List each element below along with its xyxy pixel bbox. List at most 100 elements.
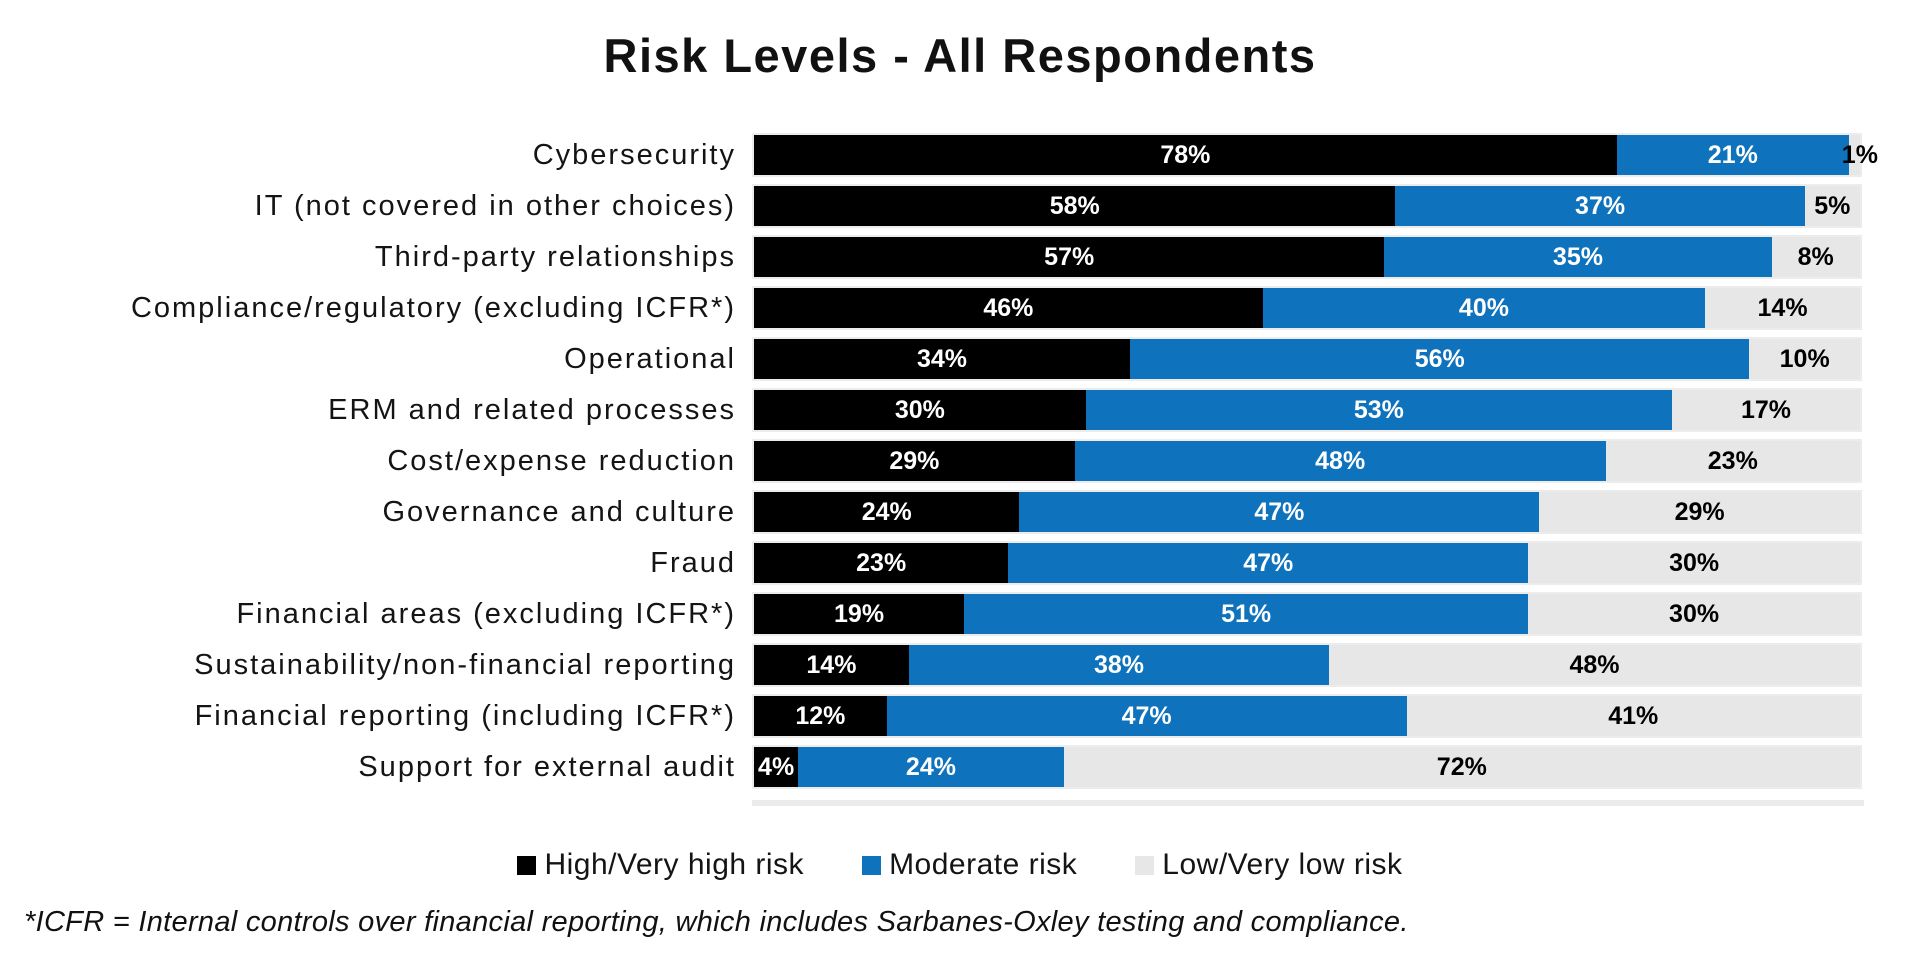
value-label: 1% xyxy=(1841,140,1878,169)
bar-row: IT (not covered in other choices) 58% 37% 5… xyxy=(0,184,1920,228)
bar-segment-high-very-high-risk: 4% xyxy=(754,747,799,787)
value-label: 19% xyxy=(834,599,885,628)
value-label: 41% xyxy=(1608,701,1659,730)
bar-segment-moderate-risk: 47% xyxy=(886,696,1407,736)
value-label: 24% xyxy=(905,752,956,781)
bar-segment-high-very-high-risk: 34% xyxy=(754,339,1131,379)
value-label: 30% xyxy=(1669,548,1720,577)
category-label: Fraud xyxy=(650,546,736,579)
value-label: 47% xyxy=(1243,548,1294,577)
bar-track: 14% 38% 48% xyxy=(752,643,1862,687)
bar-row: Financial reporting (including ICFR*) 12%… xyxy=(0,694,1920,738)
bar-row: Operational 34% 56% 10% xyxy=(0,337,1920,381)
bar-segment-high-very-high-risk: 19% xyxy=(754,594,965,634)
value-label: 5% xyxy=(1814,191,1851,220)
category-label: Cybersecurity xyxy=(532,138,736,171)
bar-track: 34% 56% 10% xyxy=(752,337,1862,381)
category-label: Third-party relationships xyxy=(374,240,736,273)
legend-label-moderate-risk: Moderate risk xyxy=(889,848,1078,881)
bar-track: 23% 47% 30% xyxy=(752,541,1862,585)
legend-item-moderate-risk: Moderate risk xyxy=(862,848,1077,882)
value-label: 47% xyxy=(1121,701,1172,730)
bar-rows: Cybersecurity 78% 21% 1% IT (not covered in … xyxy=(0,133,1920,796)
legend-item-high-risk: High/Very high risk xyxy=(517,848,804,882)
value-label: 14% xyxy=(1757,293,1808,322)
bar-row: Cost/expense reduction 29% 48% 23% xyxy=(0,439,1920,483)
bar-row: Governance and culture 24% 47% 29% xyxy=(0,490,1920,534)
bar-row: Third-party relationships 57% 35% 8% xyxy=(0,235,1920,279)
bar-segment-moderate-risk: 38% xyxy=(908,645,1330,685)
value-label: 14% xyxy=(806,650,857,679)
bar-segment-moderate-risk: 47% xyxy=(1008,543,1529,583)
value-label: 24% xyxy=(861,497,912,526)
legend-swatch-high-risk-icon xyxy=(517,855,537,875)
value-label: 37% xyxy=(1575,191,1626,220)
value-label: 48% xyxy=(1315,446,1366,475)
bar-segment-moderate-risk: 51% xyxy=(964,594,1529,634)
value-label: 30% xyxy=(1669,599,1720,628)
bar-row: Financial areas (excluding ICFR*) 19% 51% 3… xyxy=(0,592,1920,636)
legend-swatch-moderate-risk-icon xyxy=(862,855,882,875)
bar-segment-low-very-low-risk: 14% xyxy=(1705,288,1860,328)
category-label: ERM and related processes xyxy=(328,393,736,426)
bar-track: 30% 53% 17% xyxy=(752,388,1862,432)
bar-row: Support for external audit 4% 24% 72% xyxy=(0,745,1920,789)
value-label: 34% xyxy=(916,344,968,373)
value-label: 72% xyxy=(1436,752,1487,781)
bar-track: 58% 37% 5% xyxy=(752,184,1862,228)
bar-segment-high-very-high-risk: 29% xyxy=(754,441,1075,481)
bar-segment-high-very-high-risk: 23% xyxy=(754,543,1009,583)
legend-item-low-risk: Low/Very low risk xyxy=(1135,848,1402,882)
legend-label-high-risk: High/Very high risk xyxy=(544,848,805,881)
bar-segment-high-very-high-risk: 57% xyxy=(754,237,1385,277)
category-label: Cost/expense reduction xyxy=(387,444,736,477)
bar-segment-low-very-low-risk: 41% xyxy=(1406,696,1860,736)
bar-row: Fraud 23% 47% 30% xyxy=(0,541,1920,585)
bar-segment-high-very-high-risk: 78% xyxy=(754,135,1617,175)
category-label: Governance and culture xyxy=(382,495,736,528)
bar-segment-moderate-risk: 40% xyxy=(1262,288,1706,328)
bar-row: Sustainability/non-financial reporting 14… xyxy=(0,643,1920,687)
value-label: 12% xyxy=(795,701,846,730)
bar-segment-low-very-low-risk: 72% xyxy=(1063,747,1860,787)
bar-segment-low-very-low-risk: 29% xyxy=(1539,492,1860,532)
value-label: 23% xyxy=(1707,446,1758,475)
bar-segment-low-very-low-risk: 23% xyxy=(1605,441,1860,481)
bar-segment-moderate-risk: 47% xyxy=(1019,492,1540,532)
axis-baseline xyxy=(752,800,1864,806)
category-label: Financial reporting (including ICFR*) xyxy=(194,699,736,732)
bar-segment-high-very-high-risk: 46% xyxy=(754,288,1263,328)
bar-segment-moderate-risk: 48% xyxy=(1074,441,1606,481)
value-label: 38% xyxy=(1093,650,1144,679)
category-label: Operational xyxy=(564,342,736,375)
value-label: 17% xyxy=(1740,395,1791,424)
bar-segment-low-very-low-risk: 17% xyxy=(1671,390,1860,430)
bar-row: Compliance/regulatory (excluding ICFR*) 4… xyxy=(0,286,1920,330)
bar-segment-low-very-low-risk: 8% xyxy=(1771,237,1860,277)
bar-segment-high-very-high-risk: 58% xyxy=(754,186,1396,226)
category-label: IT (not covered in other choices) xyxy=(254,189,736,222)
bar-row: ERM and related processes 30% 53% 17% xyxy=(0,388,1920,432)
legend-label-low-risk: Low/Very low risk xyxy=(1162,848,1403,881)
bar-segment-low-very-low-risk: 10% xyxy=(1749,339,1860,379)
value-label: 48% xyxy=(1569,650,1620,679)
bar-segment-low-very-low-risk: 30% xyxy=(1528,594,1860,634)
value-label: 30% xyxy=(894,395,945,424)
bar-track: 4% 24% 72% xyxy=(752,745,1862,789)
bar-track: 12% 47% 41% xyxy=(752,694,1862,738)
category-label: Financial areas (excluding ICFR*) xyxy=(236,597,736,630)
value-label: 23% xyxy=(856,548,907,577)
value-label: 46% xyxy=(983,293,1034,322)
bar-segment-moderate-risk: 37% xyxy=(1395,186,1805,226)
value-label: 29% xyxy=(889,446,940,475)
value-label: 51% xyxy=(1221,599,1272,628)
value-label: 78% xyxy=(1160,140,1211,169)
bar-segment-high-very-high-risk: 12% xyxy=(754,696,887,736)
value-label: 10% xyxy=(1779,344,1830,373)
bar-segment-moderate-risk: 56% xyxy=(1130,339,1750,379)
legend: High/Very high risk Moderate risk Low/Ve… xyxy=(0,848,1920,882)
chart-title: Risk Levels - All Respondents xyxy=(603,29,1317,82)
bar-segment-high-very-high-risk: 14% xyxy=(754,645,909,685)
bar-segment-low-very-low-risk: 5% xyxy=(1804,186,1860,226)
